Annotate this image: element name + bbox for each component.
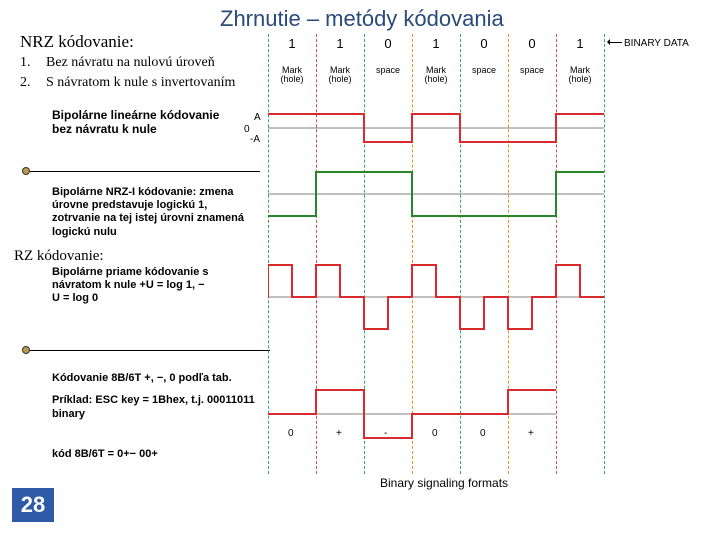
mark-label: space — [472, 66, 496, 75]
axis-A: A — [254, 112, 261, 123]
axis-zero: 0 — [244, 124, 250, 135]
bipolar-rz-label: Bipolárne priame kódovanie s návratom k … — [52, 266, 212, 306]
bit-label: 0 — [528, 36, 535, 51]
signal-rz — [268, 256, 608, 338]
bullet-icon — [22, 346, 30, 354]
mark-label: Mark(hole) — [424, 66, 447, 84]
t8b6t-symbol: 0 — [288, 428, 294, 439]
underline — [30, 350, 270, 351]
mark-label: space — [376, 66, 400, 75]
bit-label: 1 — [432, 36, 439, 51]
t8b6t-symbol: - — [384, 428, 387, 439]
nrz-heading: NRZ kódovanie: — [20, 32, 134, 52]
signal-chart: 1 1 0 1 0 0 1 Mark(hole) Mark(hole) space Mark(ho… — [268, 34, 608, 504]
t8b6t-symbol: 0 — [480, 428, 486, 439]
bit-label: 0 — [384, 36, 391, 51]
nrz-list: 1.Bez návratu na nulovú úroveň 2.S návra… — [20, 55, 235, 95]
mark-label: Mark(hole) — [568, 66, 591, 84]
arrow-left-icon — [608, 42, 622, 43]
signal-nrz — [268, 106, 608, 148]
binary-data-label: BINARY DATA — [624, 38, 689, 49]
mark-label: Mark(hole) — [280, 66, 303, 84]
bit-label: 0 — [480, 36, 487, 51]
t8b6t-symbol: 0 — [432, 428, 438, 439]
underline — [30, 171, 260, 172]
page-title: Zhrnutie – metódy kódovania — [220, 6, 504, 32]
bullet-icon — [22, 167, 30, 175]
rz-heading: RZ kódovanie: — [14, 248, 104, 265]
bit-label: 1 — [576, 36, 583, 51]
bipolar-linear-label: Bipolárne lineárne kódovaniebez návratu … — [52, 108, 219, 137]
signal-nrzi — [268, 166, 608, 222]
bit-label: 1 — [288, 36, 295, 51]
bipolar-nrzi-label: Bipolárne NRZ-I kódovanie: zmena úrovne … — [52, 186, 252, 239]
mark-label: space — [520, 66, 544, 75]
axis-mA: -A — [250, 134, 260, 145]
signal-8b6t — [268, 374, 608, 444]
t8b6t-symbol: + — [528, 428, 534, 439]
list-item: 2.S návratom k nule s invertovaním — [20, 75, 235, 91]
t8b6t-symbol: + — [336, 428, 342, 439]
kod-8b6t-line: kód 8B/6T = 0+− 00+ — [52, 448, 158, 460]
page-number: 28 — [12, 488, 54, 522]
bit-label: 1 — [336, 36, 343, 51]
mark-label: Mark(hole) — [328, 66, 351, 84]
code-8b6t-block: Kódovanie 8B/6T +, −, 0 podľa tab. Príkl… — [52, 372, 262, 421]
list-item: 1.Bez návratu na nulovú úroveň — [20, 55, 235, 71]
